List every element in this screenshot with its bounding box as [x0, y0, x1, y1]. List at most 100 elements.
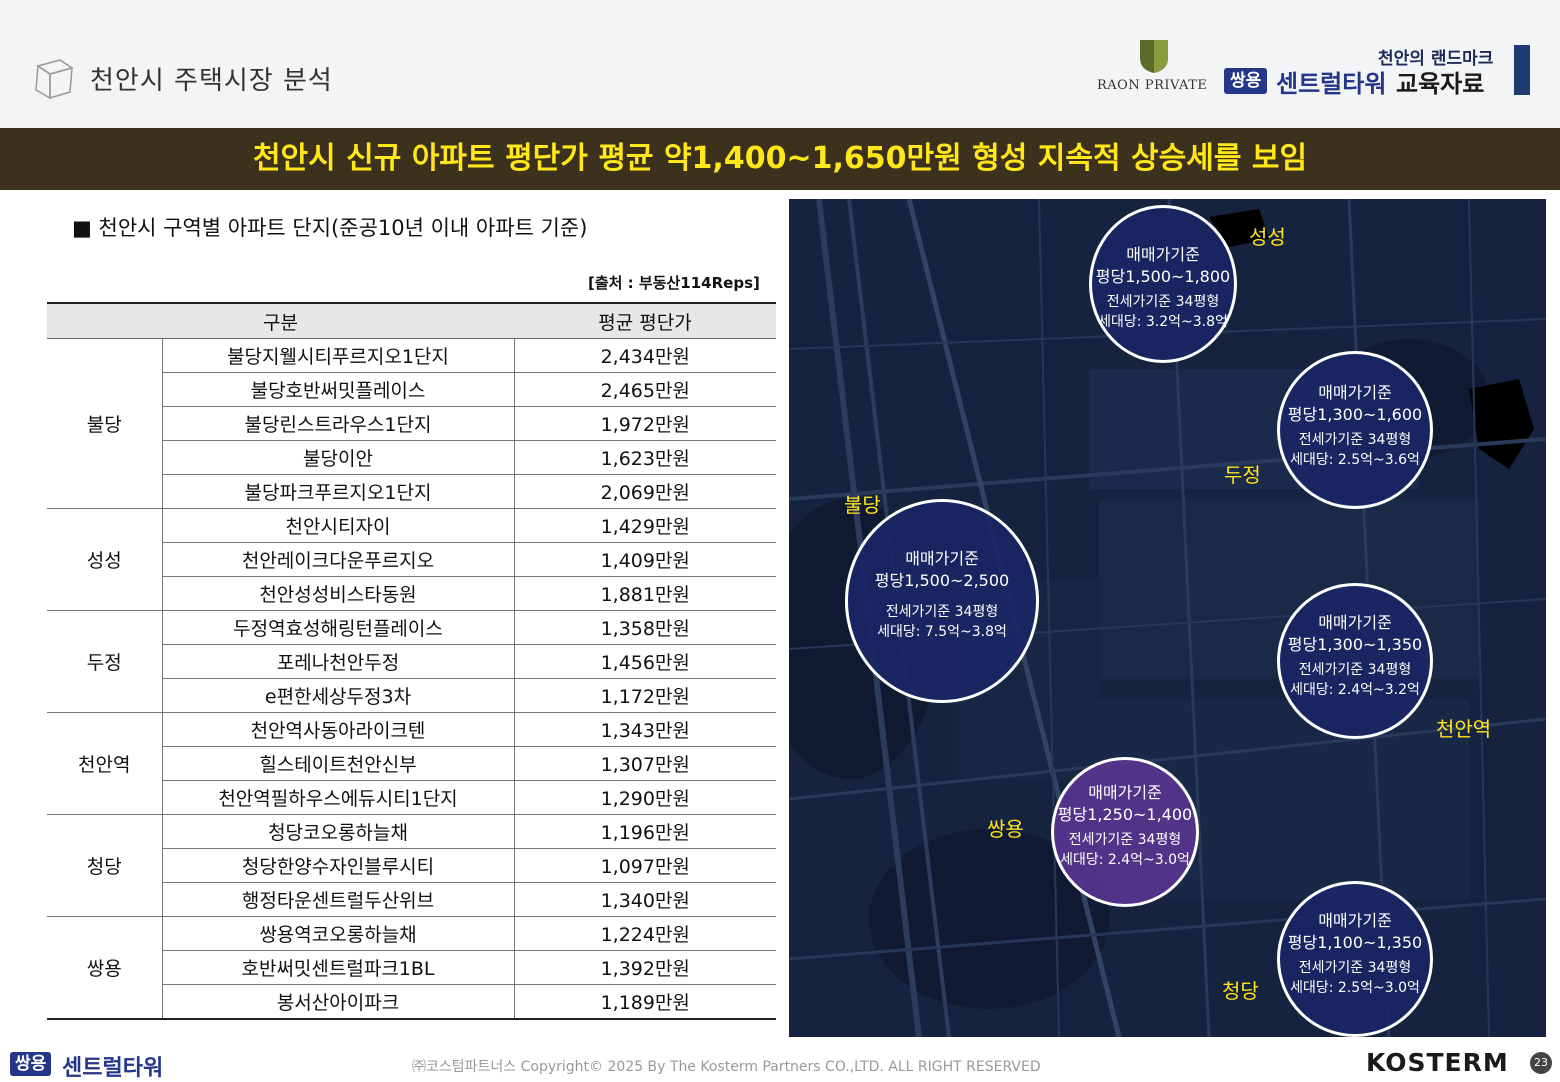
apartment-name: 천안성성비스타동원 — [162, 576, 515, 611]
apartment-name: 불당이안 — [162, 440, 515, 475]
kosterm-logo: KOSTERM — [1366, 1048, 1509, 1077]
label-cheongdang: 청당 — [1222, 979, 1259, 1003]
price-bubble-cheonanyeok: 매매가기준 평당1,300~1,350 전세가기준 34평형 세대당: 2.4억… — [1277, 583, 1433, 739]
apartment-name: 천안역필하우스에듀시티1단지 — [162, 780, 515, 815]
table-row: 쌍용 쌍용역코오롱하늘채 1,224만원 — [47, 916, 776, 1020]
price-bubble-ssangyong: 매매가기준 평당1,250~1,400 전세가기준 34평형 세대당: 2.4억… — [1051, 757, 1199, 907]
apartment-price: 1,972만원 — [514, 406, 776, 441]
apartment-name: 천안레이크다운푸르지오 — [162, 542, 515, 577]
price-bubble-dujeong: 매매가기준 평당1,300~1,600 전세가기준 34평형 세대당: 2.5억… — [1277, 351, 1433, 509]
apartment-price: 1,340만원 — [514, 882, 776, 917]
apartment-price: 1,881만원 — [514, 576, 776, 611]
header-category: 구분 — [47, 302, 514, 339]
apartment-name: 봉서산아이파크 — [162, 984, 515, 1020]
apartment-price: 2,069만원 — [514, 474, 776, 509]
table-row: 천안레이크다운푸르지오 1,409만원 — [47, 542, 776, 577]
price-bubble-seongseong: 매매가기준 평당1,500~1,800 전세가기준 34평형 세대당: 3.2억… — [1089, 205, 1237, 363]
table-row: 호반써밋센트럴파크1BL 1,392만원 — [47, 950, 776, 985]
district-map: 매매가기준 평당1,500~1,800 전세가기준 34평형 세대당: 3.2억… — [789, 199, 1546, 1037]
brand-tagline: 천안의 랜드마크 — [1378, 49, 1494, 69]
cube-icon — [35, 59, 74, 100]
table-row: 불당 불당지웰시티푸르지오1단지 2,434만원 — [47, 338, 776, 509]
header: 천안시 주택시장 분석 RAON PRIVATE 천안의 랜드마크 쌍용 센트럴… — [0, 0, 1560, 128]
apartment-price: 1,392만원 — [514, 950, 776, 985]
table-row: e편한세상두정3차 1,172만원 — [47, 678, 776, 713]
table-row: 힐스테이트천안신부 1,307만원 — [47, 746, 776, 781]
price-table: 구분 평균 평단가 불당 불당지웰시티푸르지오1단지 2,434만원 불당호반써… — [47, 302, 776, 1020]
apartment-price: 1,429만원 — [514, 508, 776, 543]
table-row: 두정 두정역효성해링턴플레이스 1,358만원 — [47, 610, 776, 713]
apartment-name: 청당한양수자인블루시티 — [162, 848, 515, 883]
apartment-price: 1,196만원 — [514, 814, 776, 849]
footer-logo-box: 쌍용 — [10, 1052, 52, 1076]
apartment-name: 행정타운센트럴두산위브 — [162, 882, 515, 917]
page-title: 천안시 주택시장 분석 — [90, 66, 333, 96]
apartment-name: 포레나천안두정 — [162, 644, 515, 679]
apartment-price: 1,224만원 — [514, 916, 776, 951]
price-bubble-buldang: 매매가기준 평당1,500~2,500 전세가기준 34평형 세대당: 7.5억… — [845, 499, 1039, 703]
apartment-name: 불당파크푸르지오1단지 — [162, 474, 515, 509]
headline-banner: 천안시 신규 아파트 평단가 평균 약1,400~1,650만원 형성 지속적 … — [0, 128, 1560, 190]
apartment-price: 1,409만원 — [514, 542, 776, 577]
table-header-row: 구분 평균 평단가 — [47, 302, 776, 339]
region-cell: 쌍용 — [47, 916, 163, 1020]
apartment-price: 1,343만원 — [514, 712, 776, 747]
table-row: 청당한양수자인블루시티 1,097만원 — [47, 848, 776, 883]
region-cell: 천안역 — [47, 712, 163, 815]
label-dujeong: 두정 — [1224, 463, 1261, 487]
apartment-name: 불당호반써밋플레이스 — [162, 372, 515, 407]
apartment-price: 1,189만원 — [514, 984, 776, 1020]
apartment-name: 두정역효성해링턴플레이스 — [162, 610, 515, 645]
table-row: 봉서산아이파크 1,189만원 — [47, 984, 776, 1020]
section-title: ■ 천안시 구역별 아파트 단지(준공10년 이내 아파트 기준) — [72, 216, 588, 240]
apartment-name: 청당코오롱하늘채 — [162, 814, 515, 849]
apartment-price: 1,307만원 — [514, 746, 776, 781]
table-row: 불당호반써밋플레이스 2,465만원 — [47, 372, 776, 407]
price-bubble-cheongdang: 매매가기준 평당1,100~1,350 전세가기준 34평형 세대당: 2.5억… — [1277, 881, 1433, 1037]
table-row: 천안역 천안역사동아라이크텐 1,343만원 — [47, 712, 776, 815]
brand-suffix: 교육자료 — [1396, 70, 1485, 98]
apartment-name: 불당지웰시티푸르지오1단지 — [162, 338, 515, 373]
table-row: 행정타운센트럴두산위브 1,340만원 — [47, 882, 776, 917]
header-price: 평균 평단가 — [514, 302, 776, 339]
brand-box: 쌍용 — [1224, 68, 1268, 94]
raon-shield-logo — [1140, 40, 1168, 73]
table-row: 불당이안 1,623만원 — [47, 440, 776, 475]
label-buldang: 불당 — [844, 493, 881, 517]
apartment-price: 1,290만원 — [514, 780, 776, 815]
copyright-text: ㈜코스텀파트너스 Copyright© 2025 By The Kosterm … — [412, 1059, 1041, 1075]
label-seongseong: 성성 — [1249, 225, 1286, 249]
apartment-name: e편한세상두정3차 — [162, 678, 515, 713]
table-row: 천안성성비스타동원 1,881만원 — [47, 576, 776, 611]
apartment-name: 천안역사동아라이크텐 — [162, 712, 515, 747]
apartment-price: 2,465만원 — [514, 372, 776, 407]
apartment-price: 1,172만원 — [514, 678, 776, 713]
table-row: 불당파크푸르지오1단지 2,069만원 — [47, 474, 776, 509]
apartment-price: 1,358만원 — [514, 610, 776, 645]
apartment-price: 1,097만원 — [514, 848, 776, 883]
label-ssangyong: 쌍용 — [987, 817, 1024, 841]
footer-logo-text: 센트럴타워 — [62, 1056, 164, 1081]
source-note: [출처 : 부동산114Reps] — [588, 274, 760, 292]
apartment-name: 힐스테이트천안신부 — [162, 746, 515, 781]
brand-accent-bar — [1514, 45, 1530, 95]
apartment-name: 쌍용역코오롱하늘채 — [162, 916, 515, 951]
region-cell: 불당 — [47, 338, 163, 509]
region-cell: 성성 — [47, 508, 163, 611]
table-row: 청당 청당코오롱하늘채 1,196만원 — [47, 814, 776, 917]
apartment-name: 불당린스트라우스1단지 — [162, 406, 515, 441]
raon-logo-text: RAON PRIVATE — [1097, 78, 1208, 93]
brand-name: 센트럴타워 — [1276, 70, 1387, 98]
table-row: 성성 천안시티자이 1,429만원 — [47, 508, 776, 611]
table-row: 천안역필하우스에듀시티1단지 1,290만원 — [47, 780, 776, 815]
region-cell: 두정 — [47, 610, 163, 713]
apartment-name: 호반써밋센트럴파크1BL — [162, 950, 515, 985]
apartment-price: 2,434만원 — [514, 338, 776, 373]
region-cell: 청당 — [47, 814, 163, 917]
table-row: 불당린스트라우스1단지 1,972만원 — [47, 406, 776, 441]
apartment-name: 천안시티자이 — [162, 508, 515, 543]
table-row: 포레나천안두정 1,456만원 — [47, 644, 776, 679]
apartment-price: 1,623만원 — [514, 440, 776, 475]
apartment-price: 1,456만원 — [514, 644, 776, 679]
page-number: 23 — [1530, 1052, 1552, 1074]
